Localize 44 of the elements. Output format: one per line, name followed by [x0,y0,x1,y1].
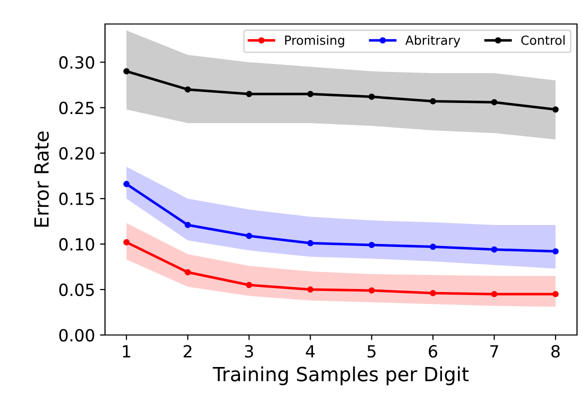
x-tick-label: 8 [551,345,560,358]
legend-label: Promising [285,35,344,48]
point [552,248,559,254]
point [123,180,130,188]
point [246,90,252,98]
y-tick-label: 0.05 [59,283,94,296]
point [491,246,498,253]
point [307,286,314,293]
point [491,99,498,106]
point [184,86,191,93]
point [552,106,559,113]
point [368,287,375,294]
x-tick-label: 7 [490,345,498,358]
x-tick-label: 2 [184,345,192,358]
point [368,242,375,248]
point [430,244,436,250]
y-tick-label: 0.15 [59,192,94,206]
x-tick-label: 1 [122,345,130,358]
point [430,290,436,296]
point [307,90,314,98]
legend-label: Abritrary [405,35,460,48]
point [307,240,314,246]
y-tick-label: 0.30 [59,56,94,69]
point [368,94,375,100]
point [184,222,191,228]
point [123,239,130,246]
point [430,98,436,104]
x-axis-title: Training Samples per Digit [212,366,469,386]
x-tick-label: 3 [245,345,254,358]
point [246,232,252,240]
y-tick-label: 0.20 [59,147,94,160]
x-tick-label: 5 [368,345,376,358]
y-tick-label: 0.00 [59,328,94,342]
y-tick-label: 0.10 [59,238,94,251]
y-axis-title: Error Rate [34,131,49,227]
point [552,290,559,298]
legend-label: Control [521,35,565,45]
point [246,282,252,288]
point [123,68,130,74]
x-tick-label: 6 [428,345,438,358]
point [184,269,191,276]
y-tick-label: 0.25 [59,102,94,114]
x-tick-label: 4 [306,345,315,358]
point [491,290,498,298]
